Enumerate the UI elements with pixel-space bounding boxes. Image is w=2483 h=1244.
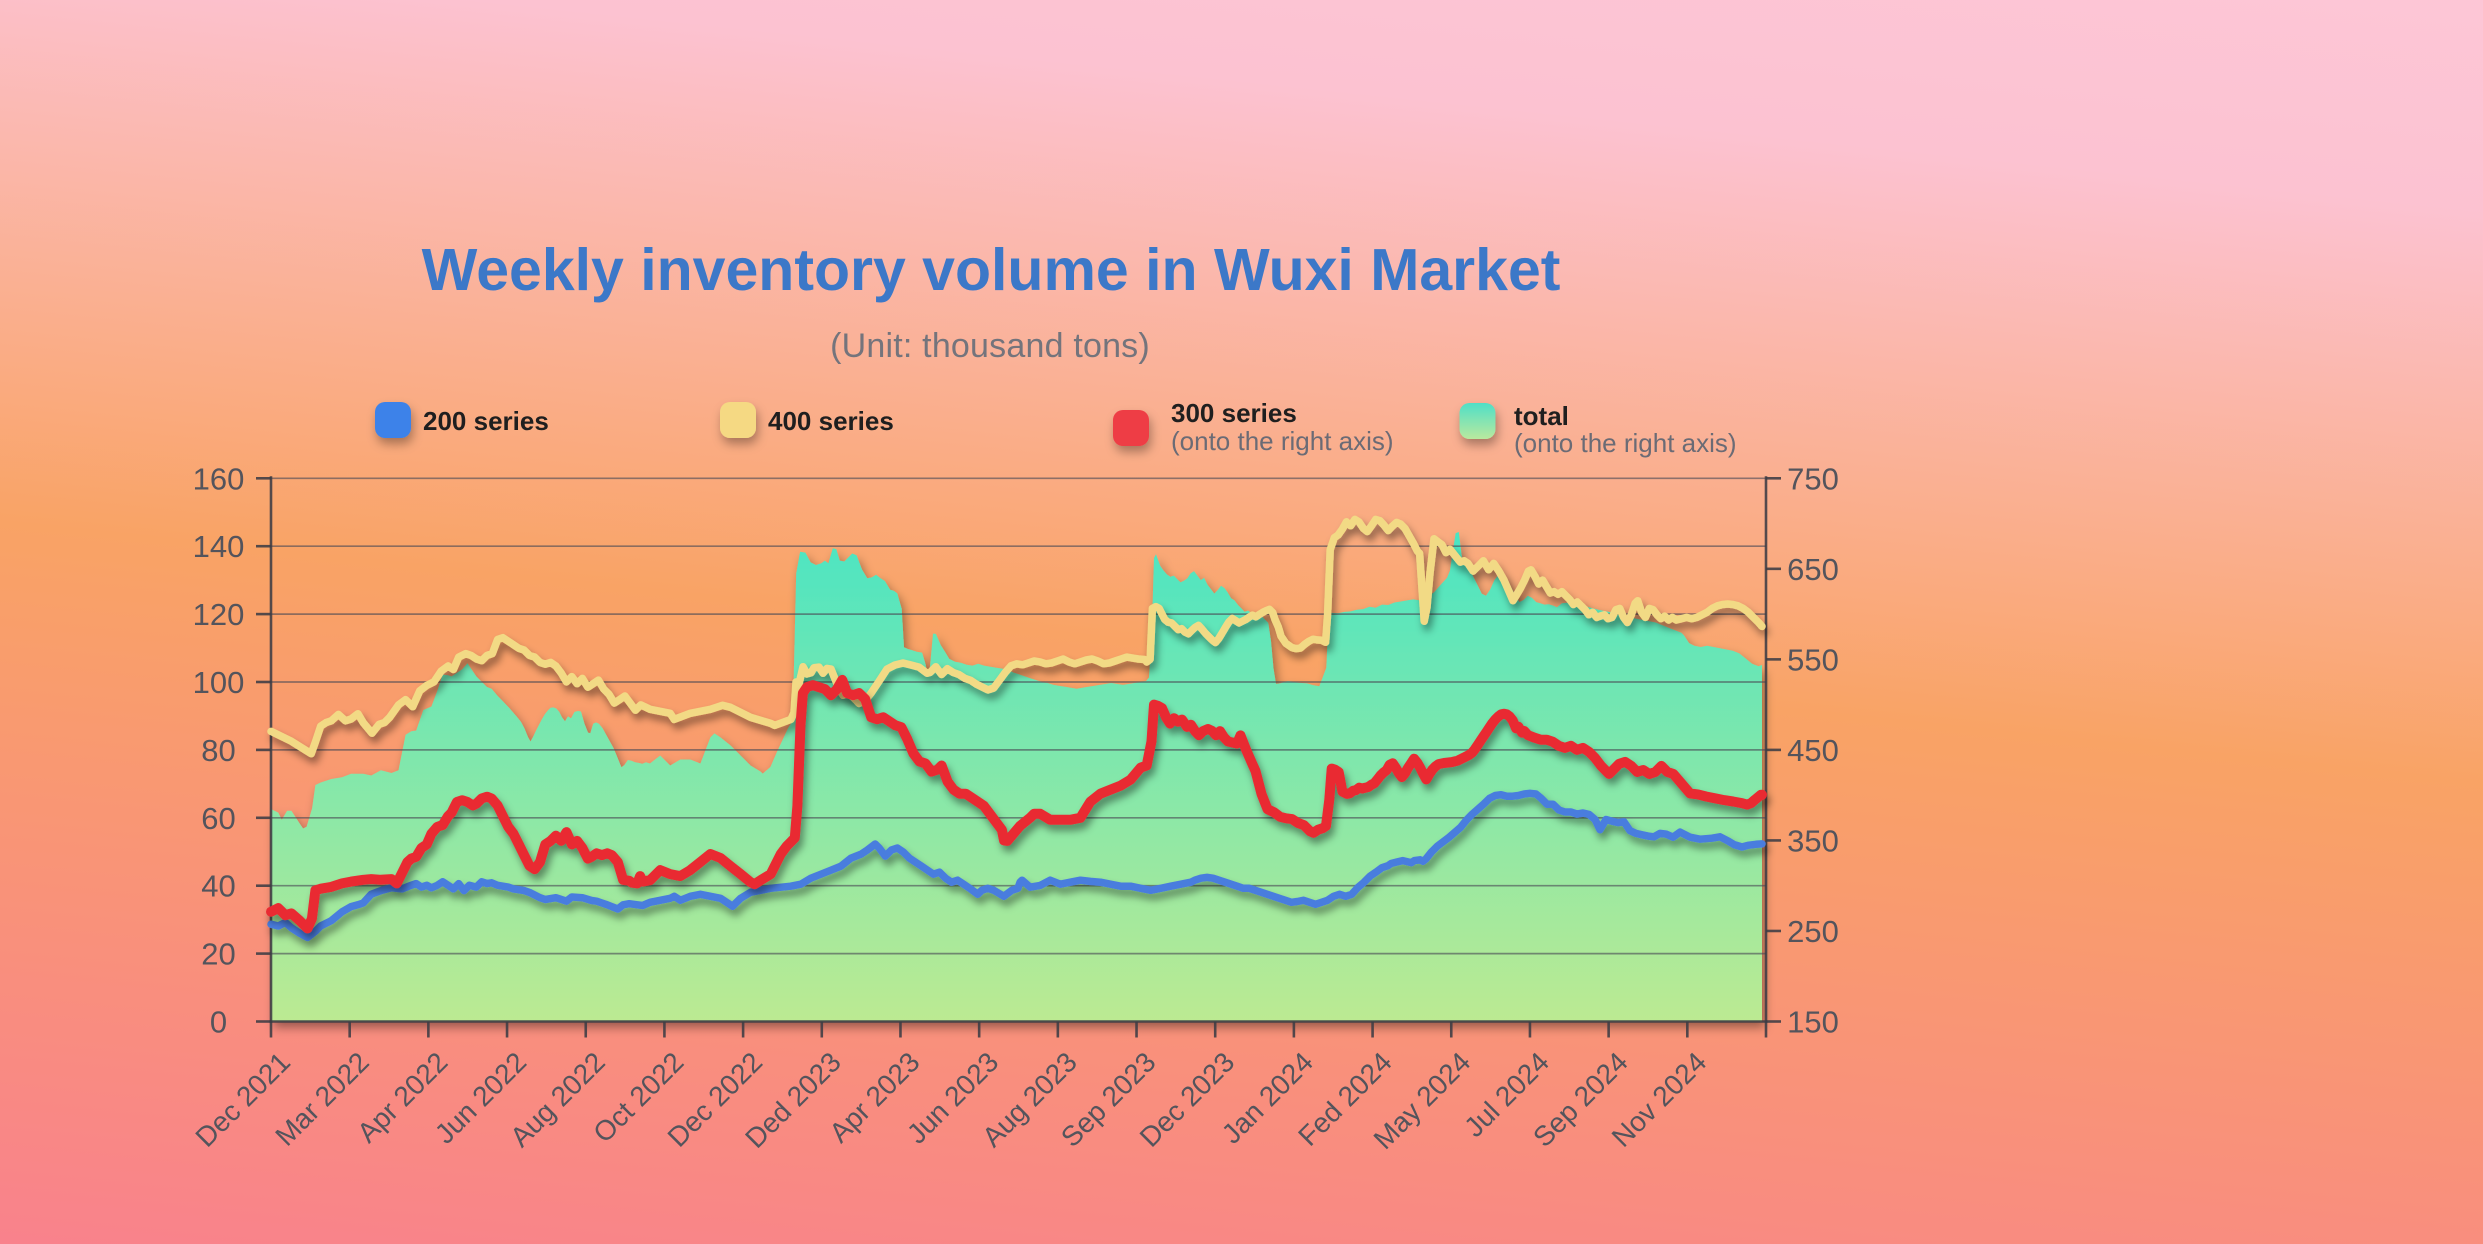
svg-text:200 series: 200 series [423,406,549,436]
svg-text:(onto the right axis): (onto the right axis) [1514,428,1737,458]
svg-text:300 series: 300 series [1171,398,1297,428]
svg-text:750: 750 [1787,461,1839,496]
svg-text:350: 350 [1787,823,1839,858]
svg-text:20: 20 [201,937,235,972]
svg-text:80: 80 [201,733,235,768]
svg-text:100: 100 [193,665,245,700]
svg-text:120: 120 [193,597,245,632]
svg-text:650: 650 [1787,552,1839,587]
svg-text:0: 0 [210,1005,227,1040]
svg-text:total: total [1514,401,1569,431]
svg-text:160: 160 [193,461,245,496]
svg-text:250: 250 [1787,914,1839,949]
svg-text:450: 450 [1787,733,1839,768]
svg-text:400 series: 400 series [768,406,894,436]
svg-text:(onto the right axis): (onto the right axis) [1171,426,1394,456]
svg-text:140: 140 [193,529,245,564]
svg-text:60: 60 [201,801,235,836]
svg-text:Weekly inventory volume in Wux: Weekly inventory volume in Wuxi Market [422,237,1561,303]
svg-text:(Unit: thousand tons): (Unit: thousand tons) [830,327,1150,365]
svg-text:150: 150 [1787,1005,1839,1040]
svg-text:40: 40 [201,869,235,904]
svg-text:550: 550 [1787,642,1839,677]
